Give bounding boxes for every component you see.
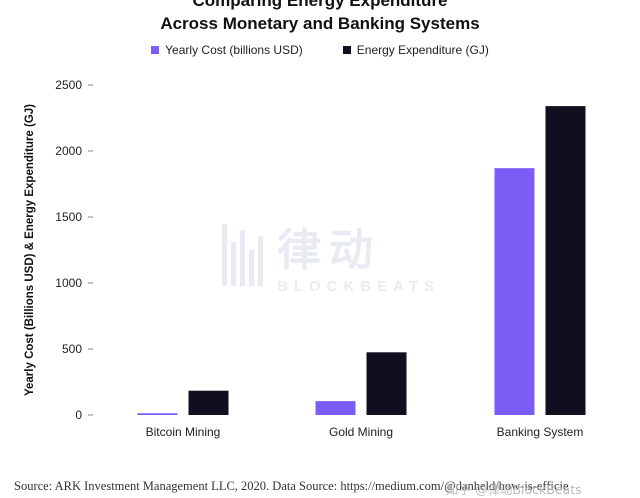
legend: Yearly Cost (billions USD) Energy Expend…	[0, 43, 640, 57]
legend-item-yearly-cost: Yearly Cost (billions USD)	[151, 43, 303, 57]
y-tick-label: 0	[75, 408, 82, 422]
y-tick-label: 1000	[55, 276, 82, 290]
watermark: 律动 BLOCKBEATS	[222, 214, 440, 295]
source-note: Source: ARK Investment Management LLC, 2…	[14, 479, 569, 493]
legend-swatch-energy	[342, 46, 351, 54]
y-tick-label: 500	[62, 342, 82, 356]
corner-watermark: 知乎 @律动BlockBeats	[446, 482, 582, 497]
x-tick-label: Bitcoin Mining	[146, 425, 221, 439]
watermark-cn-text: 律动	[277, 225, 381, 276]
bar-energy-gold-mining	[366, 352, 407, 415]
legend-label-energy: Energy Expenditure (GJ)	[356, 43, 489, 57]
bar-energy-bitcoin-mining	[188, 390, 229, 415]
chart-title-line2: Across Monetary and Banking Systems	[160, 14, 480, 33]
legend-swatch-yearly-cost	[151, 46, 160, 54]
bar-yearly-cost-bitcoin-mining	[137, 413, 178, 415]
x-tick-label: Gold Mining	[329, 425, 393, 439]
chart-title-line1: Comparing Energy Expenditure	[192, 0, 448, 10]
y-axis-title: Yearly Cost (Billions USD) & Energy Expe…	[24, 104, 36, 396]
legend-label-yearly-cost: Yearly Cost (billions USD)	[165, 43, 303, 57]
y-tick-label: 2000	[55, 144, 82, 158]
y-tick-label: 1500	[55, 210, 82, 224]
x-tick-label: Banking System	[497, 425, 584, 439]
bar-energy-banking-system	[545, 106, 586, 416]
bar-yearly-cost-banking-system	[494, 168, 535, 415]
y-tick-label: 2500	[55, 78, 82, 92]
legend-item-energy: Energy Expenditure (GJ)	[342, 43, 489, 57]
watermark-en-text: BLOCKBEATS	[277, 278, 441, 295]
watermark-logo-icon	[222, 223, 263, 286]
bar-yearly-cost-gold-mining	[315, 401, 356, 415]
